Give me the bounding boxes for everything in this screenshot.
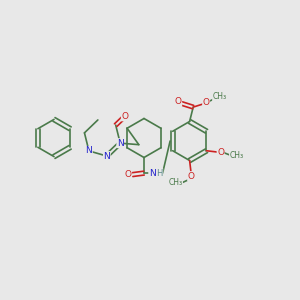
Text: CH₃: CH₃ [168, 178, 183, 187]
Text: O: O [175, 98, 182, 106]
Text: O: O [217, 148, 224, 157]
Text: O: O [188, 172, 195, 181]
Text: N: N [149, 169, 155, 178]
Text: O: O [202, 98, 210, 107]
Text: O: O [124, 170, 132, 179]
Text: N: N [85, 146, 92, 155]
Text: N: N [117, 139, 124, 148]
Text: H: H [156, 169, 163, 178]
Text: CH₃: CH₃ [230, 151, 244, 160]
Text: N: N [103, 152, 110, 160]
Text: O: O [121, 112, 128, 121]
Text: CH₃: CH₃ [212, 92, 227, 101]
